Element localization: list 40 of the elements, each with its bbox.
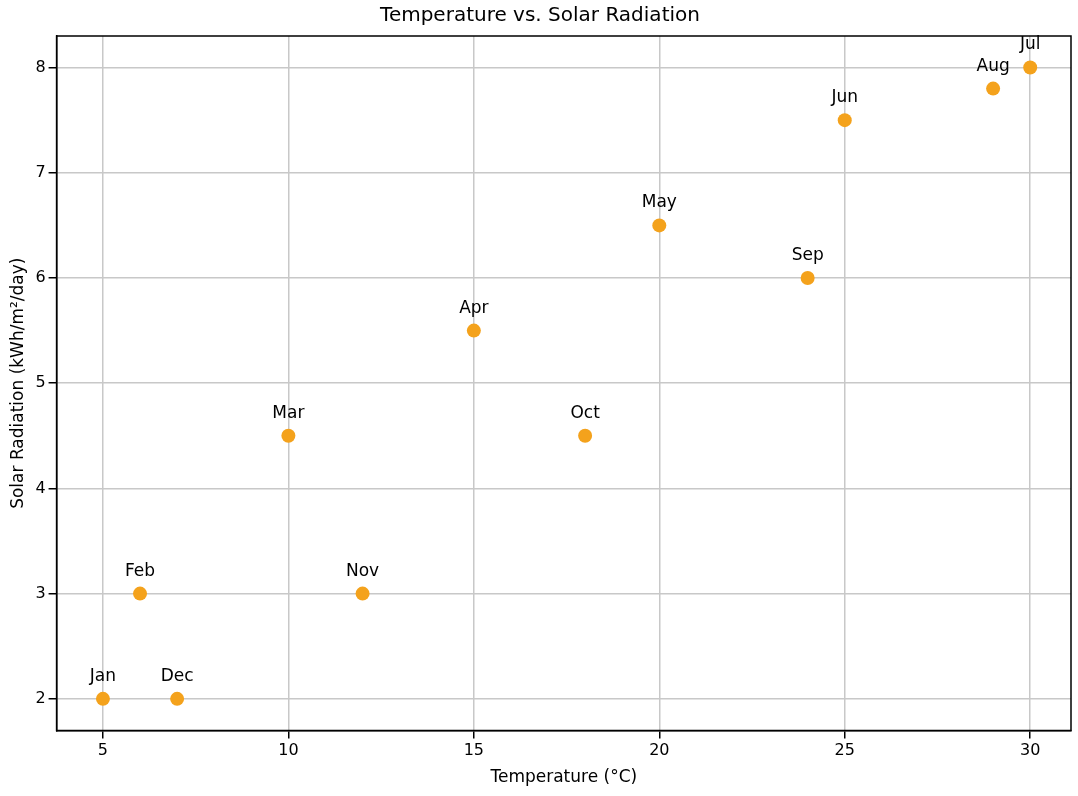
annotation: Nov [345,559,380,580]
annotation: Apr [459,296,489,317]
y-tick-label: 6 [35,267,46,287]
x-axis-title: Temperature (°C) [489,766,638,787]
point [281,428,296,443]
point [837,113,852,128]
y-axis-title: Solar Radiation (kWh/m²/day) [6,257,27,509]
annotation: Jun [830,86,859,107]
chart-title: Temperature vs. Solar Radiation [379,2,700,27]
x-tick-label: 30 [1020,740,1041,760]
point [355,586,370,601]
point [170,691,185,706]
point [95,691,110,706]
annotation: May [641,191,677,212]
annotation: Feb [124,559,156,580]
point [578,428,593,443]
y-tick-label: 3 [35,582,46,602]
y-tick-label: 8 [35,56,46,76]
annotation: Jul [1018,33,1041,54]
x-tick-label: 15 [463,740,485,760]
x-tick-label: 10 [278,740,299,760]
y-tick-label: 7 [35,161,46,181]
y-tick-label: 5 [35,372,46,392]
y-tick-label: 4 [35,477,46,497]
point [133,586,148,601]
x-tick-label: 20 [649,740,670,760]
point [466,323,481,338]
point [652,218,667,233]
annotation: Mar [272,401,305,422]
annotation: Jan [88,664,117,685]
annotation: Sep [791,243,824,264]
point [986,81,1001,96]
point [1023,60,1038,75]
x-tick-label: 5 [97,740,109,760]
x-tick-label: 25 [834,740,855,760]
annotation: Aug [976,54,1010,75]
point [800,270,815,285]
annotation: Dec [160,664,194,685]
y-tick-label: 2 [35,687,46,707]
annotation: Oct [570,401,601,422]
